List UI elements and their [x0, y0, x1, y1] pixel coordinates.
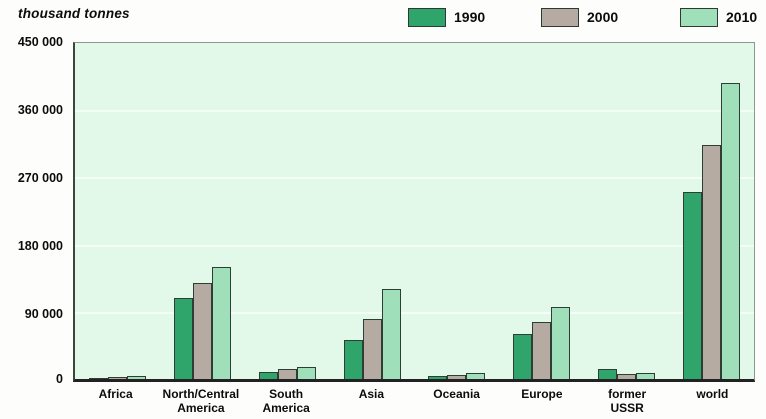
bar-group-africa — [75, 43, 160, 379]
x-axis-category-labels: Africa North/Central America South America As… — [73, 387, 755, 415]
bar-group-former-ussr — [584, 43, 669, 379]
bar-1990-europe — [513, 334, 533, 379]
bar-groups — [75, 43, 754, 379]
bar-2000-europe — [532, 321, 552, 379]
category-label-europe: Europe — [521, 387, 563, 401]
category-label-oceania: Oceania — [433, 387, 480, 401]
category-label-former-ussr: former USSR — [608, 387, 647, 415]
legend-label-2000: 2000 — [587, 9, 619, 25]
bar-2010-europe — [551, 307, 571, 379]
legend-swatch-1990 — [408, 7, 446, 27]
bar-2000-south-america — [277, 368, 297, 379]
bar-1990-south-america — [258, 371, 278, 379]
legend-item-2010: 2010 — [680, 7, 757, 27]
gridline — [75, 177, 754, 180]
bar-group-europe — [499, 43, 584, 379]
bar-2000-oceania — [447, 374, 467, 379]
y-axis-tick: 90 000 — [24, 307, 63, 321]
gridline — [75, 311, 754, 314]
bar-2010-north-central-america — [211, 267, 231, 379]
bar-2010-africa — [126, 376, 146, 379]
category-label-south-america: South America — [262, 387, 310, 415]
bar-2000-africa — [107, 376, 127, 379]
y-axis-tick: 360 000 — [17, 103, 63, 117]
bar-2000-world — [702, 144, 722, 379]
bar-1990-oceania — [428, 376, 448, 379]
legend-item-1990: 1990 — [408, 7, 485, 27]
gridline — [75, 244, 754, 247]
chart-unit-label: thousand tonnes — [18, 6, 130, 21]
category-label-world: world — [696, 387, 729, 401]
bar-group-south-america — [245, 43, 330, 379]
legend-swatch-2010 — [680, 7, 718, 27]
bar-2010-oceania — [466, 373, 486, 379]
bar-2000-former-ussr — [617, 373, 637, 379]
bar-1990-world — [683, 192, 703, 379]
bar-2000-asia — [362, 319, 382, 379]
legend-label-2010: 2010 — [726, 9, 758, 25]
bar-group-asia — [330, 43, 415, 379]
category-label-north-central-america: North/Central America — [162, 387, 240, 415]
bar-group-oceania — [415, 43, 500, 379]
bar-1990-north-central-america — [173, 297, 193, 379]
bar-2010-asia — [381, 288, 401, 379]
bar-group-north-central-america — [160, 43, 245, 379]
bar-1990-africa — [88, 377, 108, 379]
y-axis-tick: 0 — [56, 372, 63, 386]
gridline — [75, 110, 754, 113]
bar-2010-former-ussr — [636, 373, 656, 379]
bar-group-world — [669, 43, 754, 379]
legend-item-2000: 2000 — [541, 7, 618, 27]
bar-2010-world — [721, 83, 741, 379]
category-label-africa: Africa — [98, 387, 133, 401]
y-axis-tick: 450 000 — [17, 35, 63, 49]
bar-2010-south-america — [296, 367, 316, 379]
y-axis-tick: 180 000 — [17, 239, 63, 253]
y-axis-tick: 270 000 — [17, 171, 63, 185]
category-label-asia: Asia — [358, 387, 385, 401]
bar-2000-north-central-america — [192, 282, 212, 379]
legend-label-1990: 1990 — [454, 9, 486, 25]
bar-1990-asia — [343, 340, 363, 379]
legend-swatch-2000 — [541, 7, 579, 27]
bar-1990-former-ussr — [598, 369, 618, 379]
